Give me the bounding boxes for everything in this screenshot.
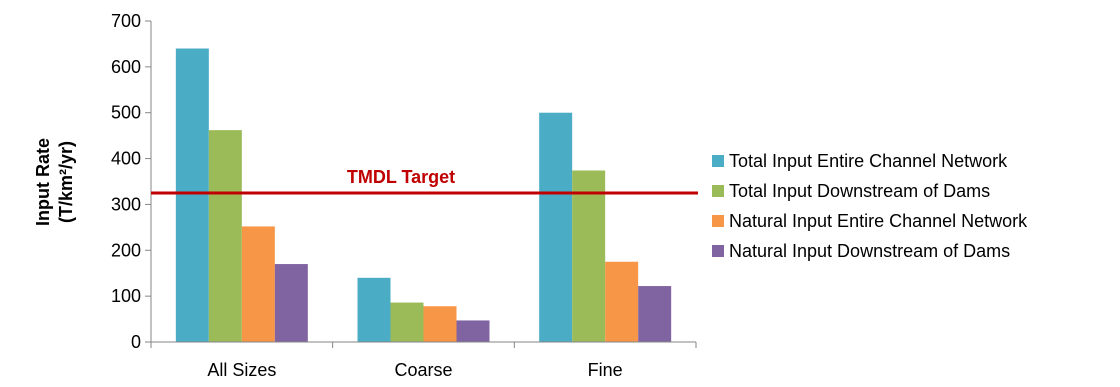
y-axis-title-line1: Input Rate bbox=[33, 138, 53, 226]
legend-label: Natural Input Downstream of Dams bbox=[729, 241, 1010, 261]
y-tick-label: 600 bbox=[111, 57, 141, 77]
x-tick-label: All Sizes bbox=[207, 360, 276, 380]
bar bbox=[274, 264, 308, 342]
tmdl-target-label: TMDL Target bbox=[347, 167, 455, 187]
y-tick-label: 700 bbox=[111, 11, 141, 31]
y-axis-ticks: 0 100 200 300 400 500 600 700 bbox=[111, 11, 151, 352]
bar bbox=[175, 48, 209, 343]
legend: Total Input Entire Channel Network Total … bbox=[712, 151, 1028, 261]
y-tick-label: 300 bbox=[111, 194, 141, 214]
bar bbox=[357, 277, 391, 342]
y-tick-label: 500 bbox=[111, 103, 141, 123]
legend-swatch bbox=[712, 155, 724, 167]
bar bbox=[572, 170, 606, 342]
y-axis-title: Input Rate (T/km²/yr) bbox=[33, 138, 76, 226]
y-tick-label: 200 bbox=[111, 240, 141, 260]
bar bbox=[423, 306, 457, 342]
legend-swatch bbox=[712, 185, 724, 197]
x-tick-label: Coarse bbox=[394, 360, 452, 380]
y-tick-label: 400 bbox=[111, 149, 141, 169]
legend-label: Total Input Downstream of Dams bbox=[729, 181, 990, 201]
bar-series bbox=[175, 48, 672, 343]
y-tick-label: 0 bbox=[131, 332, 141, 352]
bar bbox=[605, 261, 639, 342]
tmdl-target-line: TMDL Target bbox=[151, 167, 698, 195]
legend-swatch bbox=[712, 245, 724, 257]
bar bbox=[208, 130, 242, 342]
bar bbox=[539, 112, 573, 342]
legend-label: Natural Input Entire Channel Network bbox=[729, 211, 1028, 231]
bar bbox=[638, 286, 672, 342]
x-tick-label: Fine bbox=[588, 360, 623, 380]
legend-swatch bbox=[712, 215, 724, 227]
legend-label: Total Input Entire Channel Network bbox=[729, 151, 1008, 171]
axes bbox=[150, 21, 697, 348]
y-axis-title-line2: (T/km²/yr) bbox=[56, 141, 76, 223]
bar bbox=[390, 302, 424, 342]
bar bbox=[241, 226, 275, 342]
bar bbox=[456, 320, 490, 342]
x-axis-labels: All Sizes Coarse Fine bbox=[207, 360, 622, 380]
y-tick-label: 100 bbox=[111, 286, 141, 306]
